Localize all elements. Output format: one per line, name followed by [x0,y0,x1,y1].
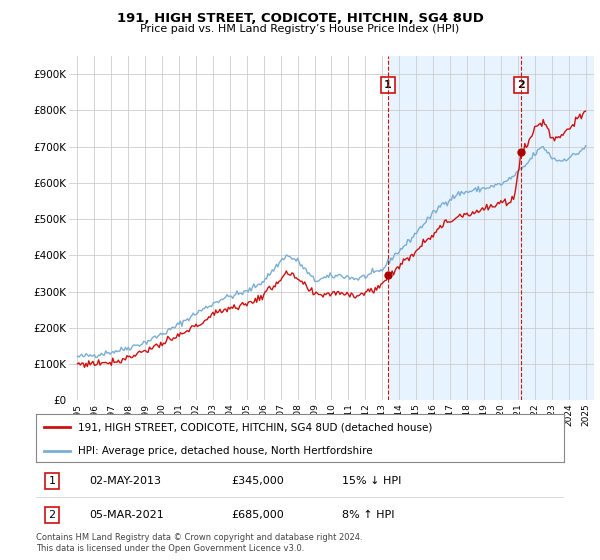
Text: Price paid vs. HM Land Registry’s House Price Index (HPI): Price paid vs. HM Land Registry’s House … [140,24,460,34]
Text: 02-MAY-2013: 02-MAY-2013 [89,476,161,486]
Text: Contains HM Land Registry data © Crown copyright and database right 2024.
This d: Contains HM Land Registry data © Crown c… [36,533,362,553]
Text: 15% ↓ HPI: 15% ↓ HPI [342,476,401,486]
Text: 191, HIGH STREET, CODICOTE, HITCHIN, SG4 8UD: 191, HIGH STREET, CODICOTE, HITCHIN, SG4… [116,12,484,25]
Text: 1: 1 [49,476,55,486]
Text: 2: 2 [48,510,55,520]
Bar [388,56,594,400]
Text: 191, HIGH STREET, CODICOTE, HITCHIN, SG4 8UD (detached house): 191, HIGH STREET, CODICOTE, HITCHIN, SG4… [78,422,433,432]
Text: £345,000: £345,000 [232,476,284,486]
Text: £685,000: £685,000 [232,510,284,520]
Text: 05-MAR-2021: 05-MAR-2021 [89,510,164,520]
Text: 8% ↑ HPI: 8% ↑ HPI [342,510,395,520]
Text: 2: 2 [517,80,524,90]
Text: HPI: Average price, detached house, North Hertfordshire: HPI: Average price, detached house, Nort… [78,446,373,456]
Text: 1: 1 [384,80,392,90]
